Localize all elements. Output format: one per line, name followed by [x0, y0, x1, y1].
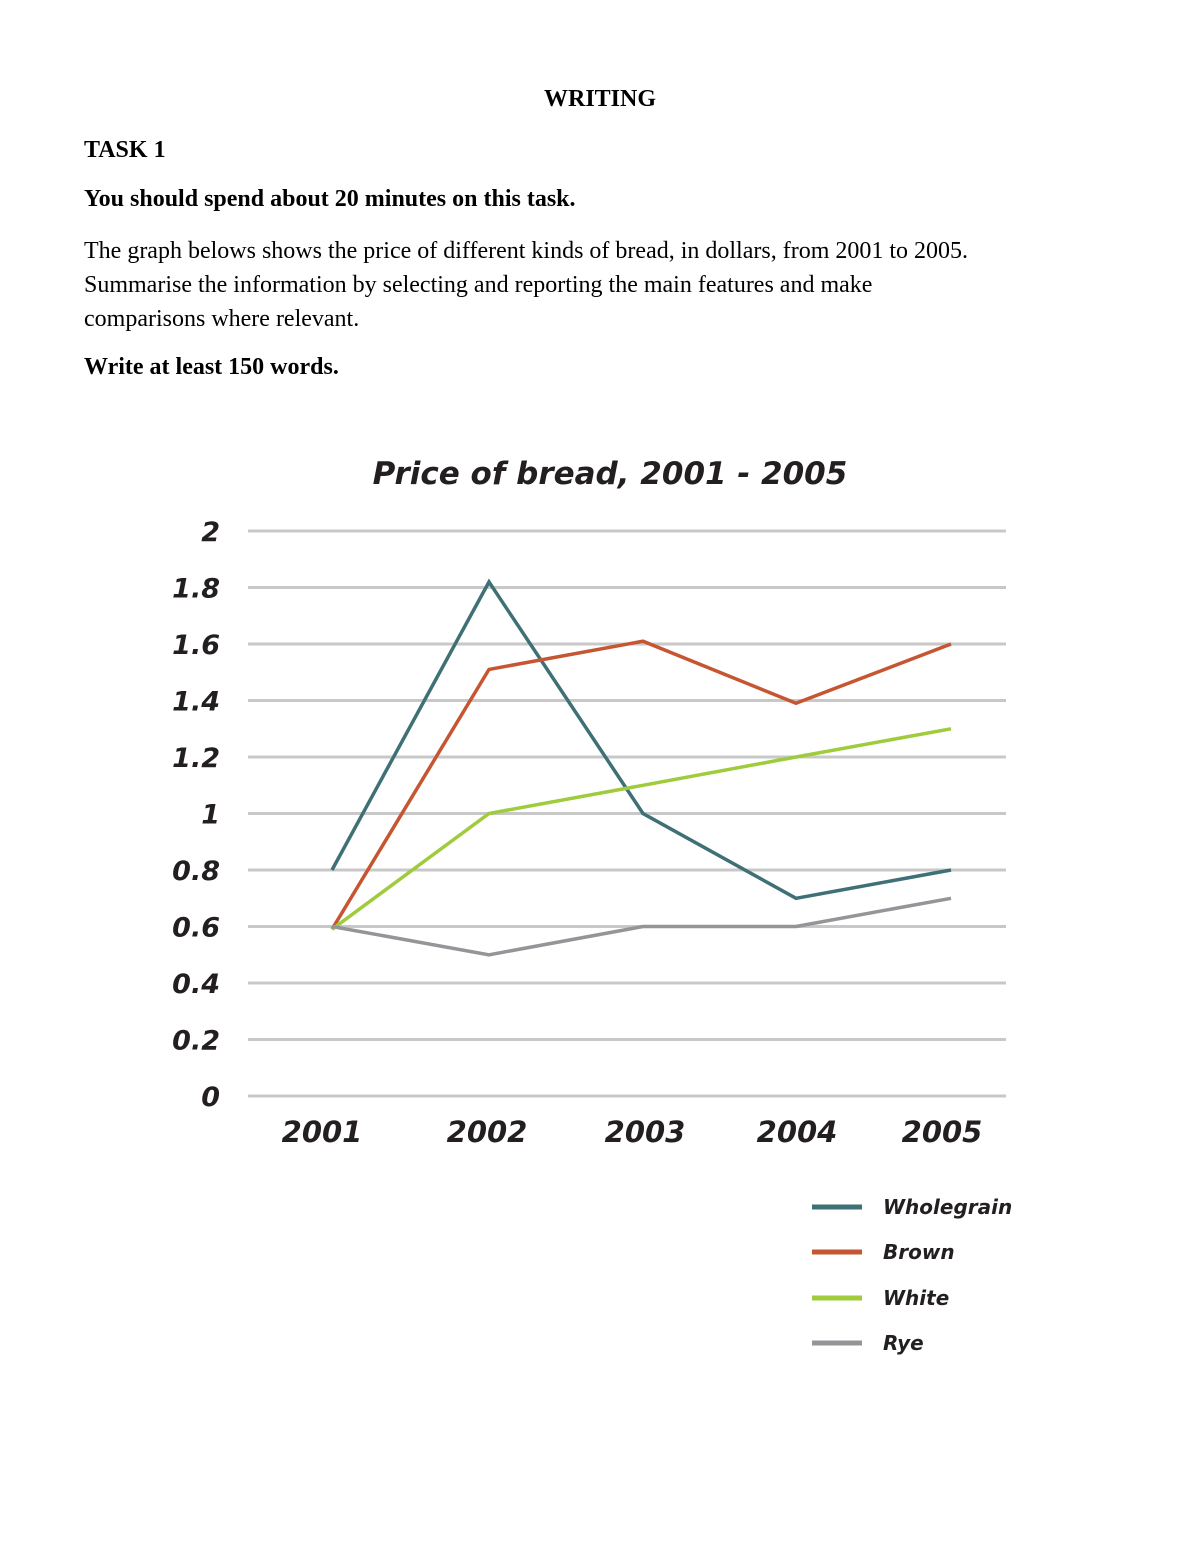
- legend-label-rye: Rye: [883, 1331, 924, 1355]
- time-instruction: You should spend about 20 minutes on thi…: [84, 186, 576, 212]
- y-tick-label: 1: [201, 800, 220, 831]
- word-instruction: Write at least 150 words.: [84, 354, 339, 380]
- series-line-white: [330, 727, 952, 931]
- y-tick-label: 2: [201, 517, 220, 548]
- y-axis-ticks: 0 0.2 0.4 0.6 0.8 1 1.2 1.4 1.6 1.8 2: [172, 517, 220, 1113]
- page-heading: WRITING: [543, 86, 657, 112]
- x-axis-ticks: 2001 2002 2003 2004 2005: [282, 1115, 983, 1149]
- prompt-line-3: comparisons where relevant.: [84, 306, 360, 332]
- gridlines: [248, 529, 1006, 1098]
- y-tick-label: 0.2: [172, 1026, 220, 1057]
- legend-label-white: White: [883, 1286, 949, 1310]
- y-tick-label: 0: [201, 1082, 220, 1113]
- y-tick-label: 0.6: [172, 913, 220, 944]
- series-line-rye: [331, 896, 952, 957]
- x-tick-label: 2002: [447, 1115, 528, 1149]
- legend-label-wholegrain: Wholegrain: [883, 1195, 1012, 1219]
- x-tick-label: 2004: [757, 1115, 838, 1149]
- y-tick-label: 0.8: [172, 856, 220, 887]
- series-lines: [330, 578, 952, 957]
- y-tick-label: 1.4: [172, 687, 220, 718]
- prompt-line-1: The graph belows shows the price of diff…: [84, 238, 969, 264]
- y-tick-label: 1.2: [172, 743, 220, 774]
- x-tick-label: 2003: [605, 1115, 686, 1149]
- task-prompt: The graph belows shows the price of diff…: [84, 234, 1144, 336]
- series-line-brown: [330, 639, 952, 931]
- y-tick-label: 1.6: [172, 630, 220, 661]
- x-tick-label: 2001: [282, 1115, 363, 1149]
- chart-title: Price of bread, 2001 - 2005: [373, 456, 848, 492]
- legend: Wholegrain Brown White Rye: [812, 1195, 1012, 1355]
- y-tick-label: 1.8: [172, 574, 220, 605]
- x-tick-label: 2005: [902, 1115, 983, 1149]
- legend-label-brown: Brown: [883, 1240, 955, 1264]
- y-tick-label: 0.4: [172, 969, 220, 1000]
- prompt-line-2: Summarise the information by selecting a…: [84, 272, 873, 298]
- series-line-wholegrain: [330, 578, 952, 901]
- task-label: TASK 1: [84, 137, 166, 163]
